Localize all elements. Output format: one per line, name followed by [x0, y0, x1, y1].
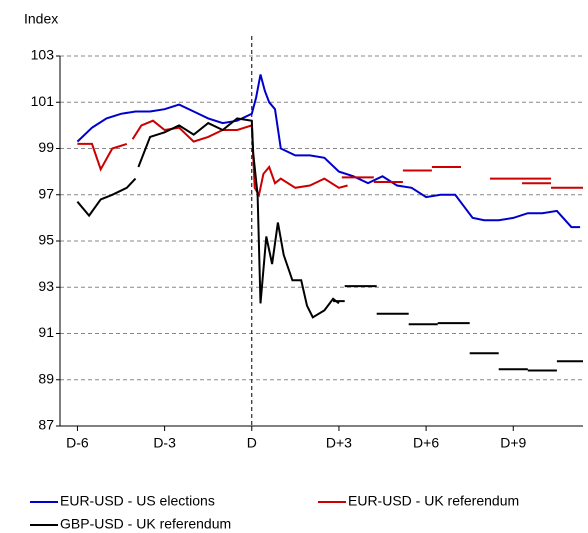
- x-tick-label: D+3: [326, 435, 352, 451]
- legend-label: EUR-USD - UK referendum: [348, 493, 519, 509]
- x-tick-label: D+9: [500, 435, 526, 451]
- legend-label: GBP-USD - UK referendum: [60, 516, 231, 532]
- y-tick-label: 89: [38, 370, 54, 386]
- y-axis-label: Index: [24, 11, 58, 27]
- x-tick-label: D-6: [66, 435, 89, 451]
- y-tick-label: 95: [38, 232, 54, 248]
- x-tick-label: D-3: [153, 435, 176, 451]
- legend-label: EUR-USD - US elections: [60, 493, 215, 509]
- x-tick-label: D+6: [413, 435, 439, 451]
- y-tick-label: 103: [31, 47, 55, 63]
- series-line: [77, 119, 583, 198]
- x-tick-label: D: [247, 435, 257, 451]
- y-tick-label: 91: [38, 324, 54, 340]
- y-tick-label: 101: [31, 93, 55, 109]
- y-tick-label: 87: [38, 417, 54, 433]
- y-tick-label: 99: [38, 139, 54, 155]
- series-line: [76, 74, 581, 229]
- y-tick-label: 93: [38, 278, 54, 294]
- y-tick-label: 97: [38, 185, 54, 201]
- series-line: [76, 117, 583, 372]
